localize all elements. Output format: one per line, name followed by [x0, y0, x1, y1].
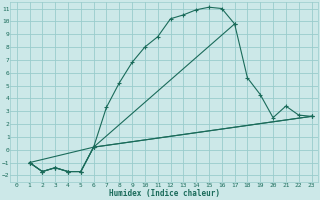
X-axis label: Humidex (Indice chaleur): Humidex (Indice chaleur)	[108, 189, 220, 198]
